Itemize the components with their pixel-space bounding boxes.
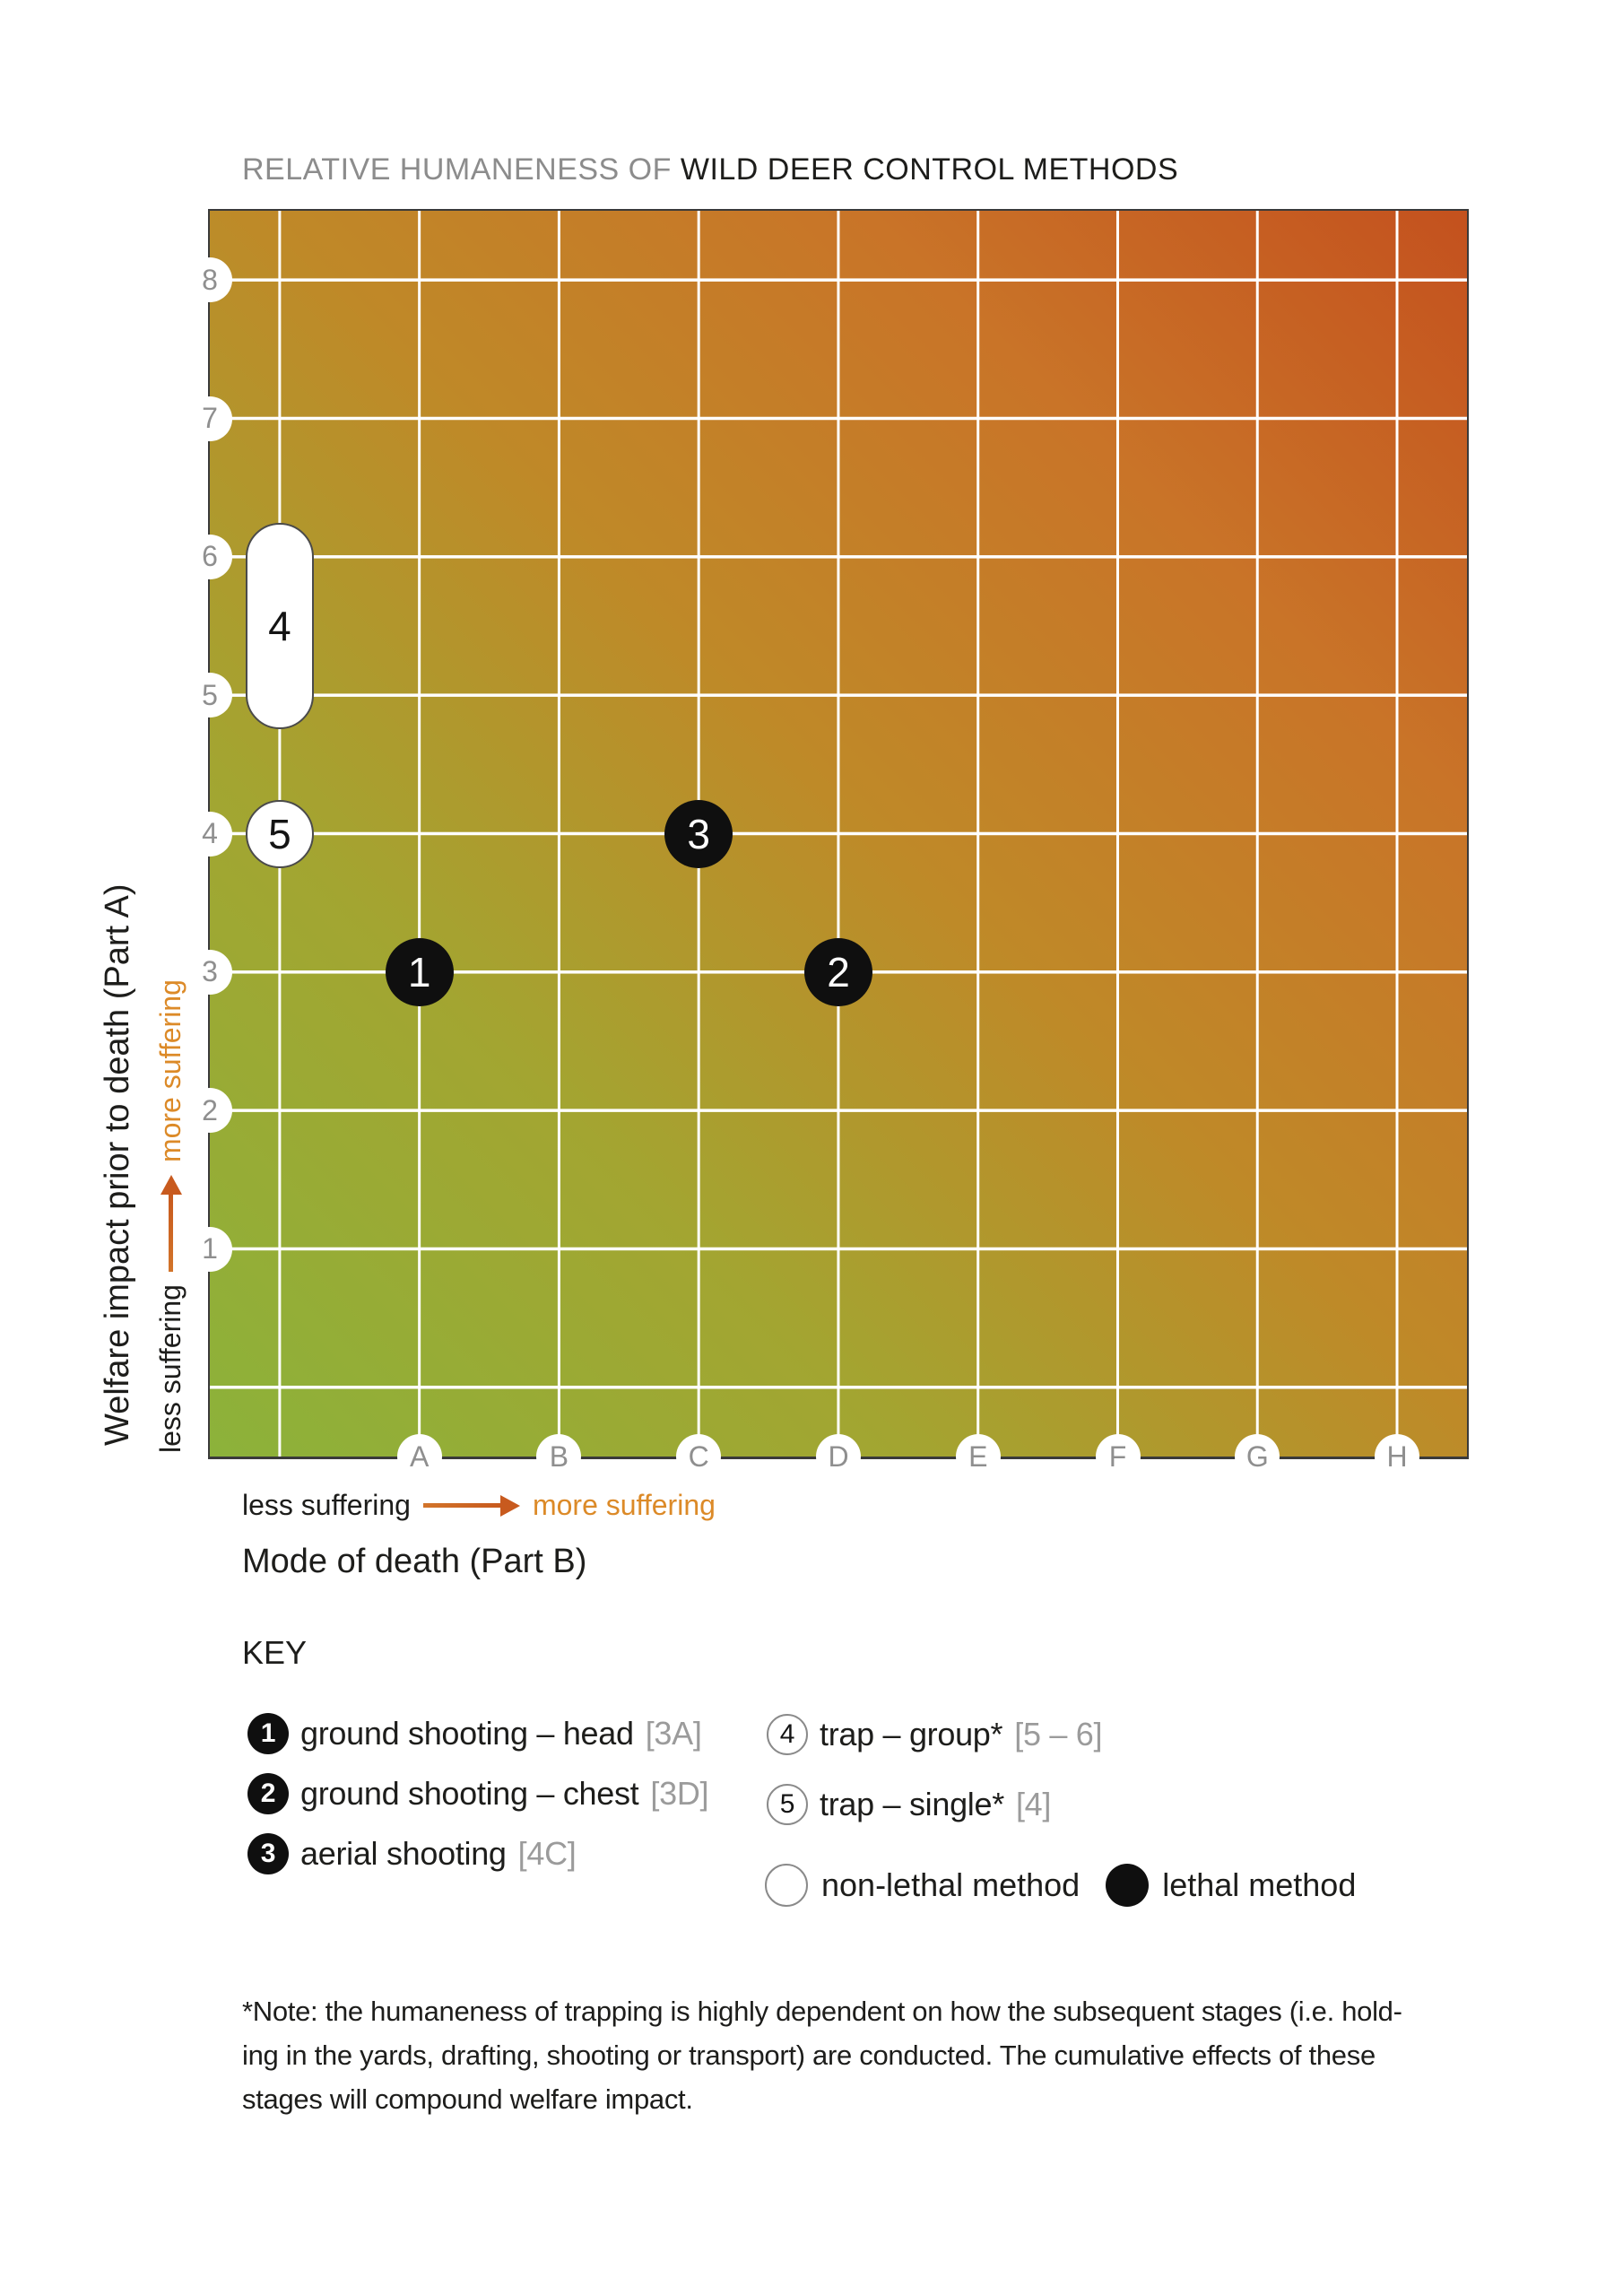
x-axis-label: Mode of death (Part B) xyxy=(242,1543,587,1580)
x-tick-B: B xyxy=(536,1434,582,1479)
key-label: aerial shooting xyxy=(300,1835,507,1872)
x-direction-arrow-icon xyxy=(422,1494,520,1517)
x-more-suffering-label: more suffering xyxy=(532,1489,716,1521)
footnote: *Note: the humaneness of trapping is hig… xyxy=(242,1989,1402,2121)
y-tick-3: 3 xyxy=(187,949,232,995)
key-label: ground shooting – chest xyxy=(300,1775,639,1812)
data-point-3: 3 xyxy=(664,799,733,868)
key-ref: [5 – 6] xyxy=(1014,1716,1103,1752)
key-row-4: 4 trap – group* [5 – 6] xyxy=(767,1714,1103,1755)
y-tick-2: 2 xyxy=(187,1088,232,1134)
data-point-5: 5 xyxy=(245,799,314,868)
page-title-prefix: RELATIVE HUMANENESS OF xyxy=(242,152,672,187)
key-ref: [3D] xyxy=(650,1775,709,1812)
key-label: trap – group* xyxy=(820,1716,1003,1752)
x-tick-E: E xyxy=(955,1434,1001,1479)
key-ref: [3A] xyxy=(645,1715,702,1752)
data-point-2: 2 xyxy=(804,937,872,1006)
key-row-1: 1 ground shooting – head [3A] xyxy=(247,1713,708,1754)
data-point-1: 1 xyxy=(385,937,454,1006)
key-symbol-3: 3 xyxy=(247,1833,289,1874)
arrow-shaft xyxy=(169,1195,173,1273)
y-tick-8: 8 xyxy=(187,257,232,303)
lethality-legend: non-lethal method lethal method xyxy=(765,1864,1356,1907)
x-tick-A: A xyxy=(396,1434,442,1479)
key-row-2: 2 ground shooting – chest [3D] xyxy=(247,1773,709,1814)
non-lethal-legend-item: non-lethal method xyxy=(765,1864,1080,1907)
y-direction-arrow-icon xyxy=(160,1175,182,1273)
key-ref: [4C] xyxy=(517,1835,577,1872)
key-ref: [4] xyxy=(1015,1786,1052,1822)
footnote-line: ing in the yards, drafting, shooting or … xyxy=(242,2039,1376,2071)
y-tick-5: 5 xyxy=(187,673,232,718)
y-less-suffering-label: less suffering xyxy=(154,1284,187,1453)
key-label: trap – single* xyxy=(820,1786,1004,1822)
y-tick-7: 7 xyxy=(187,396,232,441)
x-less-suffering-label: less suffering xyxy=(242,1489,411,1521)
x-tick-D: D xyxy=(816,1434,861,1479)
x-tick-H: H xyxy=(1375,1434,1420,1479)
key-symbol-2: 2 xyxy=(247,1773,289,1814)
data-point-4: 4 xyxy=(245,522,314,730)
lethal-method-icon xyxy=(1106,1864,1150,1907)
key-symbol-4: 4 xyxy=(767,1714,808,1755)
y-tick-1: 1 xyxy=(187,1226,232,1272)
legend-label: non-lethal method xyxy=(821,1866,1081,1903)
key-symbol-1: 1 xyxy=(247,1713,289,1754)
footnote-line: stages will compound welfare impact. xyxy=(242,2083,693,2115)
legend-label: lethal method xyxy=(1162,1866,1357,1903)
page-title: RELATIVE HUMANENESS OF WILD DEER CONTROL… xyxy=(242,152,1178,187)
key-label: ground shooting – head xyxy=(300,1715,634,1752)
key-heading: KEY xyxy=(242,1634,308,1671)
x-axis-direction-note: less suffering more suffering xyxy=(242,1489,716,1522)
x-tick-G: G xyxy=(1235,1434,1280,1479)
key-symbol-5: 5 xyxy=(767,1784,808,1825)
page-title-emphasis: WILD DEER CONTROL METHODS xyxy=(680,152,1179,187)
arrow-head xyxy=(499,1494,520,1517)
x-tick-C: C xyxy=(676,1434,722,1479)
key-column-right: 4 trap – group* [5 – 6] 5 trap – single* [4] xyxy=(767,1714,1103,1825)
x-tick-F: F xyxy=(1095,1434,1141,1479)
y-axis-direction-note: less suffering more suffering xyxy=(154,979,187,1453)
y-tick-4: 4 xyxy=(187,811,232,857)
y-tick-6: 6 xyxy=(187,534,232,579)
arrow-head xyxy=(160,1175,182,1196)
y-axis-label: Welfare impact prior to death (Part A) xyxy=(99,883,136,1446)
non-lethal-method-icon xyxy=(765,1864,808,1907)
footnote-line: *Note: the humaneness of trapping is hig… xyxy=(242,1996,1402,2027)
arrow-shaft xyxy=(422,1503,500,1508)
key-row-3: 3 aerial shooting [4C] xyxy=(247,1833,708,1874)
key-column-left: 1 ground shooting – head [3A] 2 ground shoot… xyxy=(247,1713,709,1874)
y-more-suffering-label: more suffering xyxy=(154,979,187,1163)
lethal-legend-item: lethal method xyxy=(1093,1864,1356,1907)
key-row-5: 5 trap – single* [4] xyxy=(767,1784,1102,1825)
